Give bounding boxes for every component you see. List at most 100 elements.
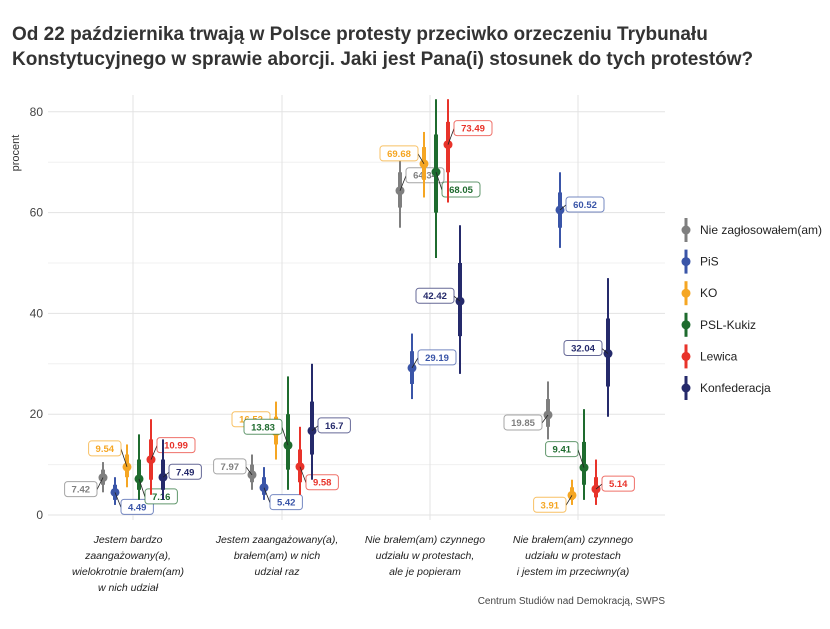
label-leader [399, 175, 407, 191]
data-point-group: 60.52 [555, 172, 605, 248]
data-label: 69.68 [387, 149, 411, 160]
label-leader [150, 445, 158, 460]
legend-label: Konfederacja [700, 381, 771, 395]
label-leader [162, 471, 170, 478]
label-leader [565, 495, 573, 506]
data-point-group: 9.41 [545, 409, 589, 500]
label-leader [245, 466, 253, 476]
data-label-box [88, 440, 122, 457]
data-label: 16.7 [325, 421, 344, 432]
label-leader [411, 357, 419, 369]
y-tick-label: 0 [36, 508, 43, 522]
data-point-group: 5.14 [591, 459, 635, 505]
data-label-box [417, 349, 457, 366]
legend-key-dot [681, 257, 691, 267]
data-label-box [533, 496, 567, 513]
y-tick-label: 40 [30, 306, 44, 320]
legend-label: PSL-Kukiz [700, 318, 756, 332]
data-point-group: 5.42 [259, 467, 303, 511]
data-label-box [379, 145, 419, 162]
data-label-box [441, 181, 481, 198]
data-point-group: 68.05 [431, 99, 481, 258]
y-axis-label: procent [10, 135, 22, 172]
legend-item: PiS [681, 249, 719, 274]
data-label-box [269, 494, 303, 511]
data-point-group: 32.04 [563, 278, 613, 417]
data-point-group: 7.49 [158, 439, 202, 500]
label-leader [281, 427, 289, 446]
data-label-box [565, 196, 605, 213]
data-label: 3.91 [541, 500, 560, 511]
data-label: 29.19 [425, 353, 449, 364]
x-category-label: Jestem bardzo [93, 534, 163, 546]
label-leader [114, 492, 122, 508]
data-label-box [243, 418, 283, 435]
label-leader [96, 477, 104, 490]
data-label-box [601, 475, 635, 492]
data-label: 42.42 [423, 291, 447, 302]
legend-item: PSL-Kukiz [681, 312, 756, 337]
data-point-group: 7.42 [64, 462, 108, 498]
data-label-box [563, 340, 603, 357]
label-leader [595, 483, 603, 490]
label-leader [299, 466, 307, 483]
data-point-group: 9.58 [295, 426, 339, 495]
x-category-label: w nich udział [98, 582, 159, 594]
x-category-label: Jestem zaangażowany(a), [215, 534, 339, 546]
legend-item: Lewica [681, 344, 738, 369]
data-point-group: 3.91 [533, 479, 577, 513]
legend-key-dot [681, 383, 691, 393]
x-category-label: udziału w protestach [525, 550, 621, 562]
legend-item: Konfederacja [681, 376, 771, 400]
data-point-group: 7.97 [213, 454, 257, 490]
data-point-group: 29.19 [407, 333, 457, 400]
legend-label: Lewica [700, 349, 738, 363]
y-tick-label: 60 [30, 206, 44, 220]
x-category-label: ale je popieram [389, 566, 461, 578]
data-label: 7.42 [72, 485, 91, 496]
data-label: 73.49 [461, 124, 485, 135]
label-leader [120, 448, 128, 468]
y-tick-label: 20 [30, 407, 44, 421]
data-label-box [156, 437, 196, 454]
data-point-group: 73.49 [443, 99, 493, 203]
legend-key-dot [681, 225, 691, 235]
data-point-group: 16.7 [307, 363, 351, 480]
data-label-box [545, 441, 579, 458]
data-point-group: 69.68 [379, 131, 429, 198]
x-category-label: zaangażowany(a), [84, 550, 171, 562]
legend-key-dot [681, 288, 691, 298]
legend-label: PiS [700, 255, 719, 269]
x-category-label: i jestem im przeciwny(a) [517, 566, 630, 578]
source-note: Centrum Studiów nad Demokracją, SWPS [477, 596, 665, 607]
data-label: 9.58 [313, 478, 332, 489]
label-leader [311, 425, 319, 432]
data-label: 7.16 [152, 492, 171, 503]
data-label-box [168, 463, 202, 480]
data-point-group: 10.99 [146, 419, 196, 495]
label-leader [541, 414, 549, 424]
data-label-box [213, 458, 247, 475]
data-label-box [503, 414, 543, 431]
data-label: 4.49 [128, 502, 147, 513]
data-label: 60.52 [573, 200, 597, 211]
label-leader [417, 153, 425, 165]
label-leader [577, 449, 585, 468]
chart-title: Od 22 października trwają w Polsce prote… [12, 24, 754, 70]
data-label-box [453, 120, 493, 137]
data-label: 7.97 [221, 462, 240, 473]
x-category-label: wielokrotnie brałem(am) [72, 566, 184, 578]
legend-label: Nie zagłosowałem(am) [700, 223, 822, 237]
data-label-box [415, 287, 455, 304]
data-label: 5.14 [609, 479, 628, 490]
legend-item: Nie zagłosowałem(am) [681, 218, 822, 242]
label-leader [453, 295, 461, 302]
data-label-box [305, 474, 339, 491]
label-leader [559, 204, 567, 211]
data-point-group: 13.83 [243, 376, 293, 490]
label-leader [447, 128, 455, 145]
legend-key-dot [681, 320, 691, 330]
x-category-label: Nie brałem(am) czynnego [365, 534, 485, 546]
